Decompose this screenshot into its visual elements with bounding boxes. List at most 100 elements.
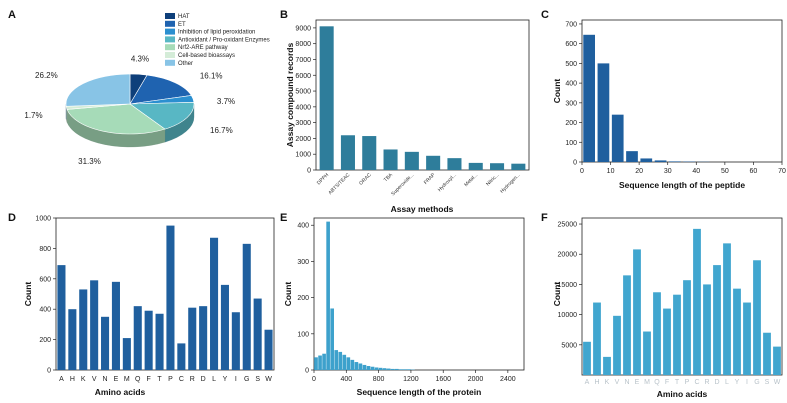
c-xtick-label: 60 bbox=[750, 168, 758, 175]
c-ytick-label: 700 bbox=[565, 21, 577, 28]
bar bbox=[374, 367, 379, 370]
bar bbox=[68, 309, 77, 370]
bar bbox=[773, 346, 781, 375]
bar bbox=[155, 313, 164, 370]
pie-percentage-label: 1.7% bbox=[24, 111, 42, 120]
bar bbox=[122, 338, 131, 370]
x-tick-label: T bbox=[157, 376, 162, 383]
panel-letter-c: C bbox=[541, 9, 549, 21]
c-ylabel: Count bbox=[552, 79, 562, 104]
x-tick-label: Superoxide... bbox=[390, 172, 415, 197]
b-ytick-label: 5000 bbox=[295, 89, 311, 96]
legend-swatch bbox=[165, 28, 175, 35]
bar bbox=[319, 26, 334, 170]
bar bbox=[378, 367, 383, 370]
bar bbox=[693, 228, 701, 375]
d-ytick-label: 800 bbox=[39, 246, 51, 253]
c-ytick-label: 0 bbox=[573, 160, 577, 167]
bar bbox=[426, 155, 441, 170]
d-ylabel: Count bbox=[23, 282, 33, 307]
e-xlabel: Sequence length of the protein bbox=[357, 387, 482, 397]
bar-chart-f: 5000 10000 15000 20000 25000 A H K V N E M Q F T P C R D L Y… bbox=[552, 217, 783, 399]
bar bbox=[350, 359, 355, 370]
f-ytick-label: 15000 bbox=[558, 282, 578, 289]
f-ytick-label: 10000 bbox=[558, 312, 578, 319]
x-tick-label: N bbox=[103, 376, 108, 383]
f-ylabel: Count bbox=[552, 282, 562, 307]
bar bbox=[382, 368, 387, 370]
bar bbox=[583, 341, 591, 375]
x-tick-label: Q bbox=[135, 376, 141, 383]
bar bbox=[583, 34, 595, 162]
bar bbox=[334, 350, 339, 370]
bar bbox=[188, 307, 197, 370]
panel-letter-d: D bbox=[8, 212, 16, 224]
d-ytick-label: 600 bbox=[39, 276, 51, 283]
c-xtick-label: 20 bbox=[635, 168, 643, 175]
c-xlabel: Sequence length of the peptide bbox=[619, 180, 745, 190]
bar bbox=[613, 315, 621, 375]
x-tick-label: V bbox=[92, 376, 97, 383]
legend-entry: HAT bbox=[178, 14, 190, 20]
f-ytick-label: 20000 bbox=[558, 252, 578, 259]
x-tick-label: TBA bbox=[383, 172, 395, 184]
x-tick-label: I bbox=[746, 379, 748, 386]
c-xtick-label: 40 bbox=[692, 168, 700, 175]
bar bbox=[342, 354, 347, 370]
e-xtick-label: 2000 bbox=[468, 376, 484, 383]
x-tick-label: F bbox=[147, 376, 151, 383]
bar bbox=[623, 275, 631, 375]
d-plot-frame bbox=[55, 217, 275, 371]
x-tick-label: M bbox=[644, 379, 650, 386]
d-ytick-label: 200 bbox=[39, 337, 51, 344]
x-tick-label: T bbox=[675, 379, 680, 386]
pie-slice bbox=[129, 101, 195, 130]
pie-percentage-label: 3.7% bbox=[217, 97, 235, 106]
bar bbox=[753, 260, 761, 375]
bar bbox=[404, 151, 419, 170]
b-ytick-label: 3000 bbox=[295, 120, 311, 127]
bar bbox=[340, 135, 355, 170]
x-tick-label: V bbox=[615, 379, 620, 386]
x-tick-label: ABTS/TEAC bbox=[327, 172, 351, 196]
x-tick-label: G bbox=[754, 379, 759, 386]
c-xtick-label: 50 bbox=[721, 168, 729, 175]
panel-letter-b: B bbox=[280, 9, 288, 21]
bar bbox=[370, 366, 375, 370]
bar bbox=[177, 343, 186, 370]
bar bbox=[166, 225, 175, 370]
bar bbox=[326, 221, 330, 370]
legend-entry: Other bbox=[178, 61, 193, 67]
c-xtick-label: 30 bbox=[664, 168, 672, 175]
x-tick-label: K bbox=[605, 379, 610, 386]
x-tick-label: FRAP bbox=[423, 172, 437, 186]
x-tick-label: P bbox=[168, 376, 173, 383]
x-tick-label: C bbox=[179, 376, 184, 383]
d-ytick-label: 1000 bbox=[35, 216, 51, 223]
e-plot-frame bbox=[313, 217, 525, 371]
pie-percentage-label: 31.3% bbox=[78, 157, 101, 166]
x-tick-label: D bbox=[201, 376, 206, 383]
c-ytick-label: 300 bbox=[565, 100, 577, 107]
bar bbox=[101, 316, 110, 370]
bar-chart-c: 0 100 200 300 400 500 600 700 0 10 20 30 40 50 60 70 Cou… bbox=[552, 19, 786, 190]
legend-entry: Cell-based bioassays bbox=[178, 53, 235, 59]
bar bbox=[490, 163, 505, 170]
c-xtick-label: 0 bbox=[580, 168, 584, 175]
b-plot-frame bbox=[315, 19, 530, 171]
pie-slice bbox=[65, 73, 131, 107]
bar bbox=[407, 369, 411, 370]
legend-swatch bbox=[165, 52, 175, 58]
f-xlabel: Amino acids bbox=[657, 389, 708, 399]
x-tick-label: C bbox=[694, 379, 699, 386]
c-ytick-label: 200 bbox=[565, 120, 577, 127]
legend-swatch bbox=[165, 13, 175, 19]
f-plot-frame bbox=[581, 217, 783, 376]
bar bbox=[703, 284, 711, 375]
bar bbox=[640, 158, 653, 162]
x-tick-label: G bbox=[244, 376, 249, 383]
b-ytick-label: 9000 bbox=[295, 25, 311, 32]
x-tick-label: Hydroxyl... bbox=[437, 172, 458, 193]
b-ytick-label: 4000 bbox=[295, 104, 311, 111]
e-xtick-label: 800 bbox=[373, 376, 385, 383]
